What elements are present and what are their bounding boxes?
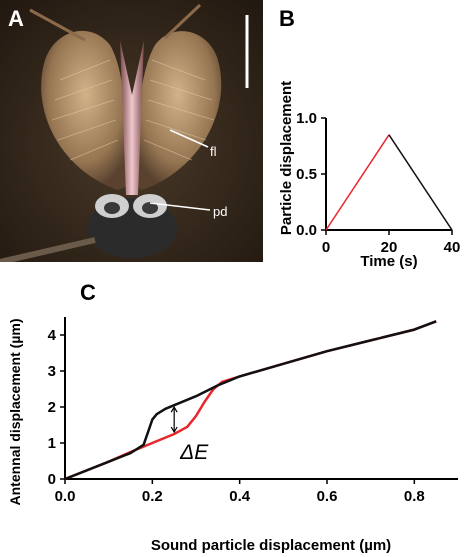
y-tick-label: 1.0 [296,110,317,127]
series-line-0 [64,320,437,481]
y-tick-label: 0.0 [296,222,317,239]
y-tick-label: 0.5 [296,166,317,183]
panel-b-chart: B 0 20 40 0.0 0.5 1.0 Particle displacement T… [278,6,461,270]
series-line-1 [388,134,453,231]
panel-b-letter: B [279,6,295,31]
antenna-shafts [120,40,144,195]
c-xlabel: Sound particle displacement (µm) [151,537,391,554]
delta-e-arrowhead-bottom [170,426,178,434]
right-antenna-plume [134,31,222,190]
x-tick-label: 0.0 [55,488,76,505]
y-tick-label: 2 [48,399,56,416]
left-antenna-plume [41,30,130,191]
fl-pointer [169,129,209,148]
x-tick-label: 40 [444,239,461,256]
x-tick-label: 0.6 [317,488,338,505]
panel-c-letter: C [80,280,96,305]
antenna-hairs [51,59,215,161]
pd-pointer [149,202,211,211]
c-ylabel: Antennal displacement (µm) [7,319,23,506]
right-pedicel-center [142,202,158,214]
b-ylabel: Particle displacement [278,81,295,235]
y-tick-label: 4 [48,327,57,344]
b-xlabel: Time (s) [360,253,417,270]
x-tick-label: 0.4 [229,488,251,505]
fl-label: fl [210,144,217,159]
delta-e-label: ΔE [179,441,209,464]
panel-a-letter: A [8,6,24,31]
panel-a-photo: A fl pd [0,0,263,262]
y-tick-label: 1 [48,435,56,452]
series-line-0 [325,134,390,231]
x-tick-label: 0 [322,239,330,256]
delta-e-arrowhead-top [170,406,178,413]
left-pedicel-center [104,202,120,214]
left-bristle [29,8,86,42]
series-line-1 [64,320,437,481]
right-bristle [163,3,202,40]
panel-c-chart: C 0.0 0.2 0.4 0.6 0.8 0 1 2 3 4 ΔE Antennal displa… [7,280,458,554]
proboscis [0,237,96,262]
y-tick-label: 3 [48,363,56,380]
x-tick-label: 0.2 [142,488,163,505]
x-tick-label: 0.8 [404,488,425,505]
y-tick-label: 0 [48,471,56,488]
x-tick-label: 20 [381,239,398,256]
pd-label: pd [213,204,227,219]
